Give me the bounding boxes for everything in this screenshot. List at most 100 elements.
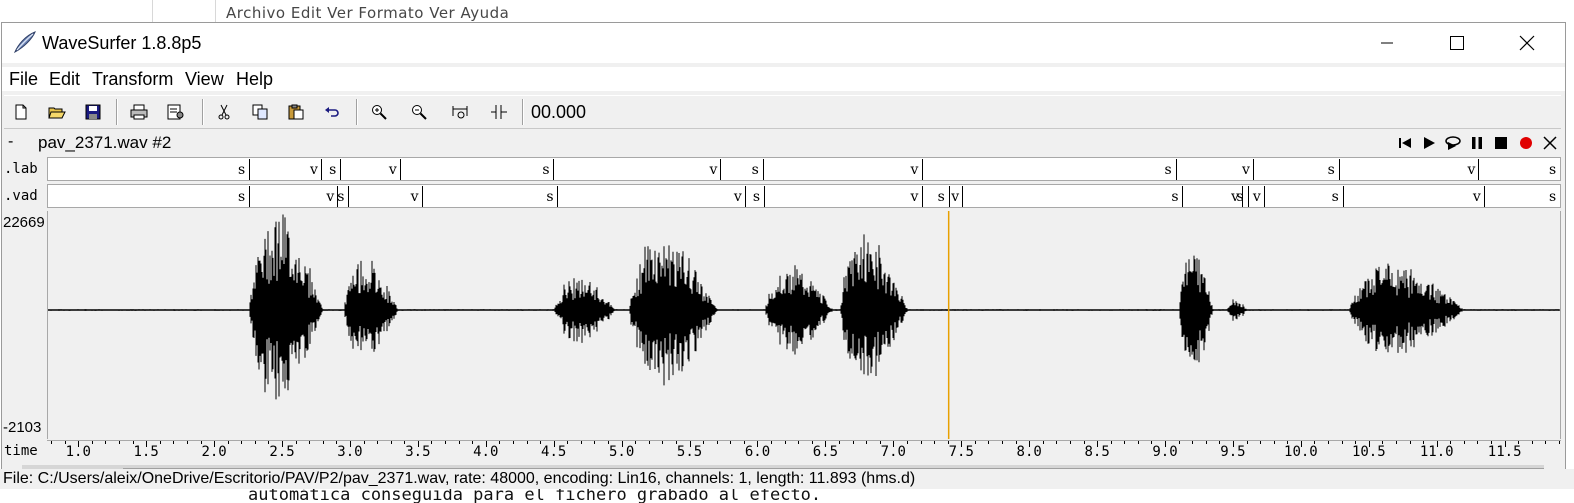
lab-segment-boundary[interactable]: [1478, 159, 1480, 180]
lab-segment-boundary[interactable]: [1338, 159, 1340, 180]
vad-segment-boundary[interactable]: [744, 186, 746, 207]
play-button[interactable]: [1420, 134, 1438, 152]
lab-segment-boundary[interactable]: [720, 159, 722, 180]
amplitude-max-label: 22669: [3, 214, 45, 231]
time-minor-tick: [648, 441, 650, 444]
lab-segment-label: v: [310, 162, 318, 178]
print-button[interactable]: [127, 100, 151, 124]
maximize-button[interactable]: [1422, 23, 1492, 63]
background-document: automática conseguida para el fichero gr…: [0, 489, 1574, 503]
vad-pane-label: .vad: [4, 188, 46, 204]
waveform-area[interactable]: [47, 211, 1561, 439]
time-tick: [349, 441, 351, 447]
pause-button[interactable]: [1468, 134, 1486, 152]
time-tick: [1097, 441, 1099, 447]
vad-segment-boundary[interactable]: [921, 186, 923, 207]
vad-segment-boundary[interactable]: [948, 186, 950, 207]
properties-button[interactable]: [164, 100, 188, 124]
vad-segment-boundary[interactable]: [1182, 186, 1184, 207]
time-tick: [1436, 441, 1438, 447]
time-minor-tick: [703, 441, 705, 444]
lab-segment-boundary[interactable]: [553, 159, 555, 180]
zoom-in-button[interactable]: [367, 100, 391, 124]
time-minor-tick: [1260, 441, 1262, 444]
vad-segment-label: v: [410, 189, 419, 205]
time-minor-tick: [825, 441, 827, 444]
vad-segment-boundary[interactable]: [348, 186, 350, 207]
lab-segment-boundary[interactable]: [340, 159, 342, 180]
vad-segment-boundary[interactable]: [1263, 186, 1265, 207]
undo-button[interactable]: [320, 100, 344, 124]
vad-segment-boundary[interactable]: [1483, 186, 1485, 207]
lab-pane-label: .lab: [4, 161, 46, 177]
vad-segment-boundary[interactable]: [1247, 186, 1249, 207]
vad-segment-boundary[interactable]: [1242, 186, 1244, 207]
time-tick-label: 8.0: [1016, 444, 1042, 460]
vad-segment-label: s: [1549, 189, 1557, 205]
lab-segment-boundary[interactable]: [321, 159, 323, 180]
menu-transform[interactable]: Transform: [92, 69, 174, 89]
time-minor-tick: [227, 441, 229, 444]
time-minor-tick: [1395, 441, 1397, 444]
time-minor-tick: [540, 441, 542, 444]
vad-segment-boundary[interactable]: [337, 186, 339, 207]
time-tick-label: 7.0: [880, 444, 906, 460]
open-file-button[interactable]: [45, 100, 69, 124]
copy-button[interactable]: [248, 100, 272, 124]
time-minor-tick: [91, 441, 93, 444]
collapse-button[interactable]: -: [8, 133, 14, 150]
time-minor-tick: [1178, 441, 1180, 444]
time-minor-tick: [947, 441, 949, 444]
zoom-out-icon: [412, 105, 427, 120]
time-minor-tick: [268, 441, 270, 444]
lab-segment-boundary[interactable]: [249, 159, 251, 180]
time-minor-tick: [1423, 441, 1425, 444]
vad-segment-boundary[interactable]: [962, 186, 964, 207]
close-window-button[interactable]: [1492, 23, 1562, 63]
time-minor-tick: [1545, 441, 1547, 444]
lab-segment-boundary[interactable]: [921, 159, 923, 180]
menu-file[interactable]: File: [9, 69, 39, 89]
time-minor-tick: [635, 441, 637, 444]
lab-segment-boundary[interactable]: [762, 159, 764, 180]
close-icon: [1519, 35, 1535, 51]
time-minor-tick: [132, 441, 134, 444]
vad-segment-boundary[interactable]: [249, 186, 251, 207]
menu-help[interactable]: Help: [236, 69, 274, 89]
play-loop-button[interactable]: [1444, 134, 1462, 152]
background-divider: [215, 0, 216, 22]
vad-segment-boundary[interactable]: [763, 186, 765, 207]
stop-button[interactable]: [1492, 134, 1510, 152]
menu-edit[interactable]: Edit: [49, 69, 81, 89]
new-file-button[interactable]: [9, 100, 33, 124]
lab-segment-boundary[interactable]: [1175, 159, 1177, 180]
lab-segment-boundary[interactable]: [399, 159, 401, 180]
play-icon: [1424, 137, 1435, 149]
zoom-out-button[interactable]: [407, 100, 431, 124]
vad-segment-boundary[interactable]: [1342, 186, 1344, 207]
lab-segment-label: s: [1549, 162, 1557, 178]
time-minor-tick: [553, 441, 555, 444]
time-axis: 1.0 1.5 2.0 2.5 3.0 3.5 4.0 4.5 5.0 5.5 6.0 6.5 7.0 7…: [47, 440, 1561, 462]
waveform-pane: 22669 -2103: [2, 211, 1565, 439]
paste-button[interactable]: [284, 100, 308, 124]
vad-segment-label: s: [238, 189, 246, 205]
cut-button[interactable]: [212, 100, 236, 124]
lab-segment-boundary[interactable]: [1252, 159, 1254, 180]
vad-segment-boundary[interactable]: [421, 186, 423, 207]
record-button[interactable]: [1517, 134, 1535, 152]
zoom-all-button[interactable]: [448, 100, 472, 124]
lab-segment-label: s: [238, 162, 246, 178]
skip-start-button[interactable]: [1396, 134, 1414, 152]
vad-segment-boundary[interactable]: [557, 186, 559, 207]
save-button[interactable]: [81, 100, 105, 124]
menu-view[interactable]: View: [185, 69, 224, 89]
zoom-selection-button[interactable]: [487, 100, 511, 124]
close-sound-button[interactable]: [1541, 134, 1559, 152]
background-divider: [152, 0, 153, 22]
minimize-button[interactable]: [1352, 23, 1422, 63]
